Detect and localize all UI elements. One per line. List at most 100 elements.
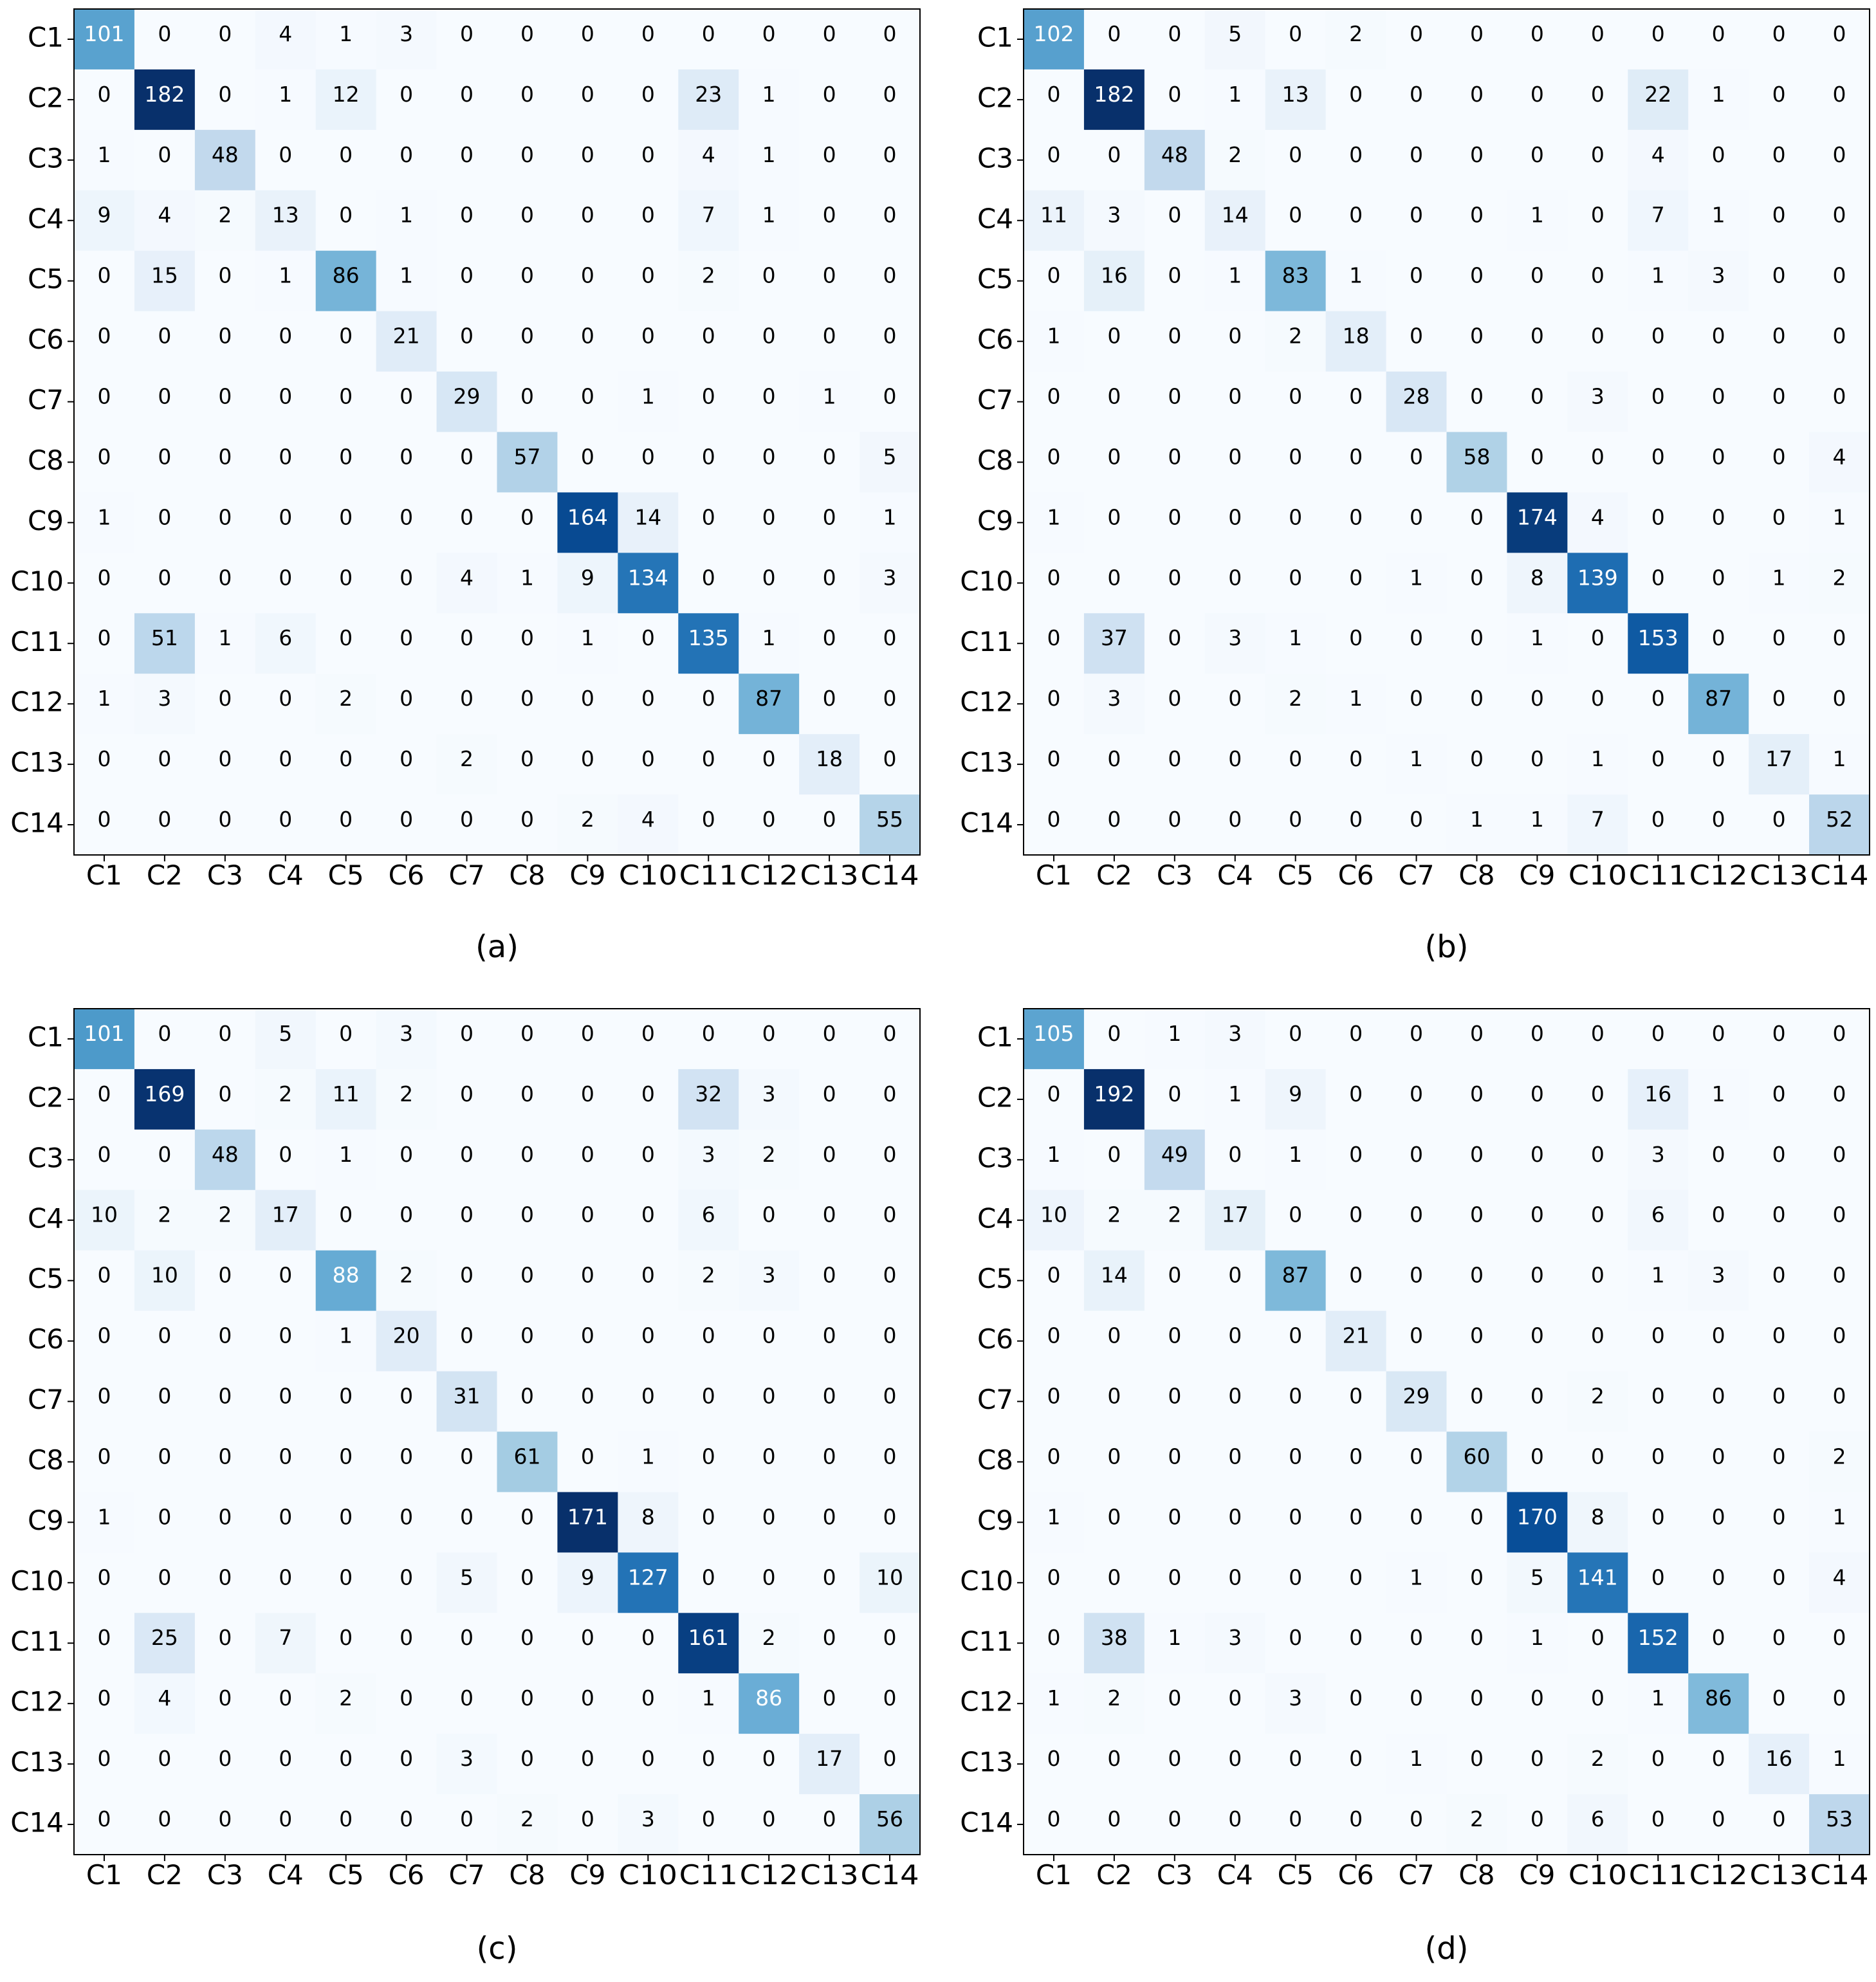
cell-value: 0 <box>1833 1383 1846 1408</box>
cell-value: 0 <box>581 82 594 107</box>
y-tick-label: C3 <box>28 1142 64 1173</box>
matrix-cell <box>618 553 679 614</box>
cell-value: 0 <box>1470 625 1484 650</box>
matrix-cell <box>799 1250 860 1312</box>
matrix-cell <box>376 1613 437 1674</box>
cell-value: 0 <box>1591 686 1605 711</box>
cell-value: 0 <box>1651 1746 1665 1771</box>
cell-value: 3 <box>1651 1142 1665 1167</box>
cell-value: 3 <box>762 1081 776 1106</box>
y-tick-label: C14 <box>960 1807 1013 1839</box>
matrix-cell <box>497 734 558 795</box>
cell-value: 0 <box>97 1685 111 1711</box>
matrix-cell <box>1265 1431 1327 1493</box>
matrix-cell <box>678 613 739 674</box>
matrix-cell <box>618 613 679 674</box>
matrix-cell <box>74 613 135 674</box>
matrix-cell <box>860 371 921 433</box>
matrix-cell <box>1628 9 1689 70</box>
y-tick-label: C3 <box>28 142 64 174</box>
cell-value: 1 <box>1470 807 1484 832</box>
cell-value: 0 <box>1228 1142 1242 1167</box>
matrix-cell <box>1083 1552 1145 1613</box>
matrix-cell <box>1446 1492 1508 1553</box>
matrix-cell <box>436 129 498 191</box>
cell-value: 102 <box>1033 21 1074 46</box>
matrix-cell <box>1386 613 1448 674</box>
cell-value: 0 <box>218 1383 232 1408</box>
matrix-cell <box>1083 1189 1145 1251</box>
cell-value: 8 <box>1531 565 1544 590</box>
cell-value: 0 <box>1168 1323 1181 1348</box>
cell-value: 0 <box>1470 263 1484 288</box>
cell-value: 0 <box>1531 1685 1544 1711</box>
confusion-matrix-panel: 101 0 0 4 1 3 0 0 0 0 0 0 0 00 182 0 1 12 0 0 0 0 0 23 1 0 01 0 48 0 0… <box>10 8 921 965</box>
cell-value: 0 <box>823 1444 836 1469</box>
matrix-cell <box>376 674 437 735</box>
y-tick-label: C2 <box>28 1081 64 1113</box>
matrix-cell <box>436 613 498 674</box>
cell-value: 0 <box>460 1625 474 1650</box>
cell-value: 0 <box>97 1564 111 1590</box>
matrix-cell <box>376 1310 437 1372</box>
matrix-cell <box>315 1552 377 1613</box>
y-tick-label: C13 <box>10 1747 64 1778</box>
cell-value: 2 <box>279 1081 292 1106</box>
matrix-cell <box>739 1431 800 1493</box>
matrix-cell <box>739 1250 800 1312</box>
x-tick-label: C14 <box>1810 1859 1868 1891</box>
cell-value: 0 <box>641 142 655 167</box>
matrix-cell <box>194 1009 256 1070</box>
matrix-cell <box>799 69 860 131</box>
matrix-cell <box>1083 674 1145 735</box>
matrix-cell <box>436 1009 498 1070</box>
cell-value: 0 <box>400 1746 413 1771</box>
matrix-cell <box>1144 69 1206 131</box>
cell-value: 0 <box>883 625 897 650</box>
cell-value: 0 <box>581 1202 594 1227</box>
cell-value: 1 <box>762 203 776 228</box>
cell-value: 0 <box>702 746 715 771</box>
matrix-cell <box>255 1431 317 1493</box>
cell-value: 0 <box>883 1263 897 1288</box>
matrix-cell <box>860 1069 921 1130</box>
matrix-cell <box>1628 492 1689 553</box>
cell-value: 0 <box>1168 1504 1181 1529</box>
matrix-cell <box>860 69 921 131</box>
cell-value: 48 <box>1161 142 1188 167</box>
cell-value: 0 <box>823 1081 836 1106</box>
matrix-cell <box>1265 1492 1327 1553</box>
cell-value: 0 <box>1168 1685 1181 1711</box>
y-tick-label: C5 <box>28 263 64 295</box>
cell-value: 0 <box>1047 1383 1060 1408</box>
cell-value: 0 <box>883 142 897 167</box>
cell-value: 0 <box>1289 142 1302 167</box>
cell-value: 0 <box>1591 1021 1605 1046</box>
matrix-cell <box>376 311 437 372</box>
cell-value: 0 <box>339 203 353 228</box>
matrix-cell <box>1325 613 1387 674</box>
cell-value: 0 <box>1772 625 1786 650</box>
matrix-cell <box>315 1371 377 1433</box>
cell-value: 0 <box>1651 1383 1665 1408</box>
cell-value: 0 <box>1772 1263 1786 1288</box>
matrix-cell <box>1688 1734 1749 1795</box>
matrix-cell <box>436 674 498 735</box>
cell-value: 0 <box>1531 746 1544 771</box>
matrix-cell <box>1809 1250 1870 1312</box>
cell-value: 83 <box>1282 263 1309 288</box>
matrix-cell <box>315 613 377 674</box>
cell-value: 0 <box>581 142 594 167</box>
x-tick-label: C2 <box>147 859 183 891</box>
x-tick-label: C6 <box>389 859 425 891</box>
matrix-cell <box>1204 492 1266 553</box>
matrix-cell <box>1024 674 1085 735</box>
cell-value: 0 <box>1470 21 1484 46</box>
cell-value: 0 <box>520 82 534 107</box>
cell-value: 3 <box>1712 1263 1725 1288</box>
matrix-cell <box>618 734 679 795</box>
matrix-cell <box>1628 1189 1689 1251</box>
cell-value: 171 <box>567 1504 608 1529</box>
y-tick-label: C14 <box>10 1807 64 1839</box>
matrix-cell <box>1386 674 1448 735</box>
